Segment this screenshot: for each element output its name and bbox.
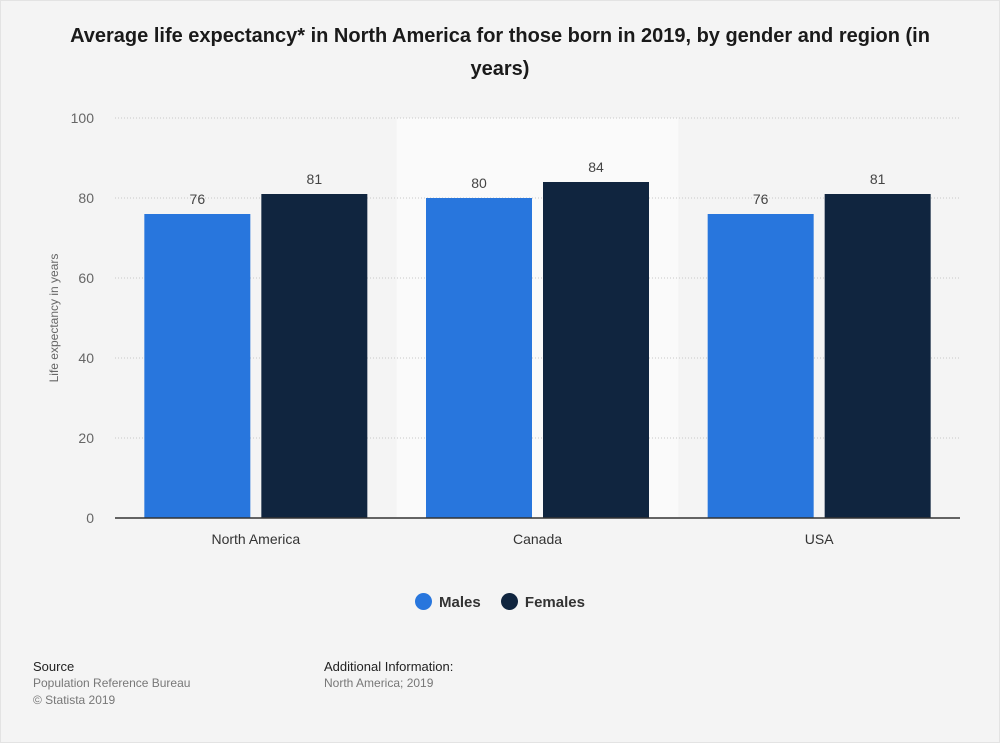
bar-males xyxy=(426,198,532,518)
y-axis-label: Life expectancy in years xyxy=(47,254,61,383)
source-heading[interactable]: Source xyxy=(33,659,75,674)
x-tick-label: North America xyxy=(211,531,300,547)
additional-info-text: North America; 2019 xyxy=(324,676,434,690)
bar-chart: 0 20 40 60 80 100 Life expectancy in years 76 81… xyxy=(47,110,960,547)
source-block: Source Population Reference Bureau © Sta… xyxy=(33,658,190,709)
y-tick-label: 100 xyxy=(71,110,95,126)
data-label: 81 xyxy=(870,171,886,187)
bar-males xyxy=(144,214,251,518)
bar-females xyxy=(543,182,649,518)
bar-males xyxy=(707,214,814,518)
data-label: 84 xyxy=(588,159,604,175)
legend-label-females: Females xyxy=(524,594,585,611)
y-tick-label: 40 xyxy=(78,350,94,366)
x-tick-label: Canada xyxy=(513,531,562,547)
bar-females xyxy=(261,194,368,518)
data-label: 81 xyxy=(307,171,323,187)
y-tick-label: 80 xyxy=(78,190,94,206)
y-tick-label: 60 xyxy=(78,270,94,286)
males-legend-marker xyxy=(415,593,433,610)
y-tick-label: 0 xyxy=(86,510,94,526)
additional-info-block: Additional Information: North America; 2… xyxy=(324,658,453,692)
data-label: 80 xyxy=(471,175,487,191)
y-tick-label: 20 xyxy=(78,430,94,446)
source-text: Population Reference Bureau xyxy=(33,676,191,690)
data-label: 76 xyxy=(753,191,769,207)
copyright-text: © Statista 2019 xyxy=(33,693,116,707)
legend: Males Females xyxy=(0,593,1000,611)
data-label: 76 xyxy=(190,191,206,207)
legend-item-females[interactable]: Females xyxy=(500,593,585,611)
legend-item-males[interactable]: Males xyxy=(415,593,481,611)
females-legend-marker xyxy=(500,593,518,610)
chart-title: Average life expectancy* in North Americ… xyxy=(70,25,930,80)
x-tick-label: USA xyxy=(805,531,834,547)
additional-info-heading[interactable]: Additional Information: xyxy=(324,659,454,674)
legend-label-males: Males xyxy=(439,594,481,611)
bar-females xyxy=(824,194,931,518)
